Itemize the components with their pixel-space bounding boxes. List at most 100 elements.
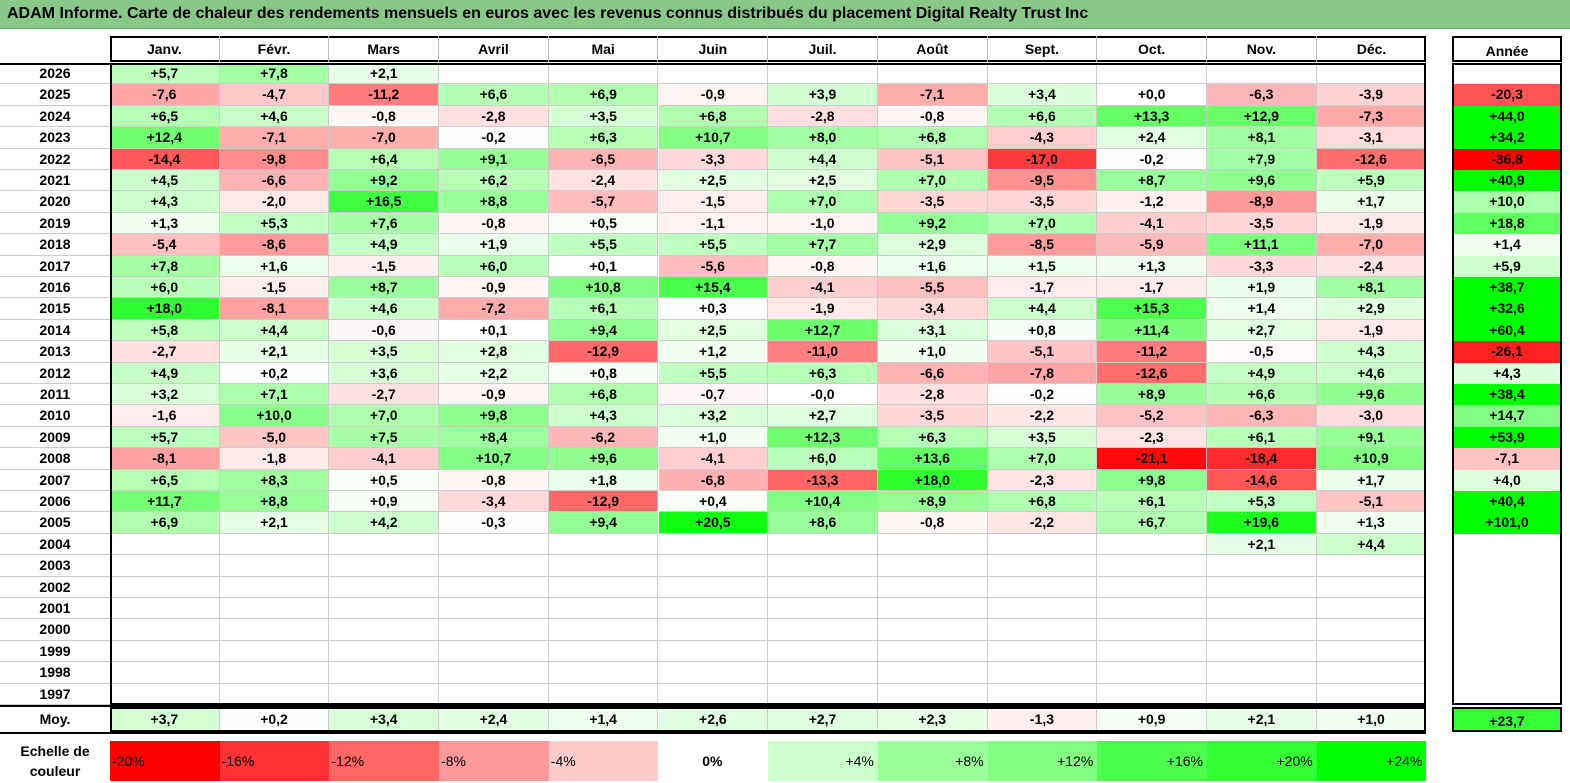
heatmap-cell: +6,1 [1207,426,1317,449]
annual-cell [1452,619,1562,641]
heatmap-cell: +10,4 [768,491,878,513]
year-label: 1997 [0,684,110,705]
heatmap-cell: -0,8 [439,212,549,235]
heatmap-cell [987,598,1098,620]
heatmap-cell: +1,6 [219,255,330,277]
heatmap-cell: +15,3 [1097,298,1207,320]
heatmap-cell [219,533,330,556]
heatmap-cell [877,662,988,684]
title-bar: ADAM Informe. Carte de chaleur des rende… [0,0,1570,29]
year-label: 2010 [0,405,110,427]
month-header: Janv. [110,36,220,62]
heatmap-cell [110,640,220,663]
heatmap-cell: +8,9 [877,491,988,513]
heatmap-cell: +9,8 [1097,469,1207,491]
heatmap-cell: -0,0 [768,384,878,406]
heatmap-cell [329,683,440,705]
heatmap-cell: -3,5 [987,191,1098,213]
heatmap-cell: -7,3 [1316,105,1427,128]
heatmap-cell: +3,5 [329,341,440,363]
heatmap-cell: +9,6 [1316,384,1427,406]
heatmap-cell: -12,9 [548,341,659,363]
heatmap-cell: +6,4 [329,148,440,170]
heatmap-cell: +6,6 [439,84,549,106]
heatmap-cell: -0,3 [439,512,549,534]
heatmap-cell: +6,7 [1097,512,1207,534]
heatmap-cell: +3,1 [877,319,988,342]
heatmap-cell: -21,1 [1097,448,1207,470]
heatmap-cell: -2,2 [987,512,1098,534]
heatmap-cell: +0,5 [329,469,440,491]
month-header: Juil. [768,36,878,62]
heatmap-cell: -7,8 [987,362,1098,384]
average-cell: +3,7 [110,707,220,732]
avg-bottom-line [0,732,1427,734]
year-label: 2013 [0,341,110,363]
heatmap-cell: +1,3 [1316,512,1427,534]
month-header: Août [878,36,988,62]
heatmap-cell: +7,5 [329,426,440,449]
heatmap-cell [768,640,878,663]
heatmap-cell [329,555,440,577]
heatmap-cell [548,619,659,641]
heatmap-cell: -2,0 [219,191,330,213]
annual-cell: +4,0 [1452,469,1562,491]
heatmap-cell: +11,4 [1097,319,1207,342]
heatmap-cell: +5,5 [658,362,769,384]
heatmap-cell: +7,0 [877,170,988,192]
heatmap-cell: +2,1 [1207,533,1317,556]
heatmap-cell: +18,0 [110,298,220,320]
heatmap-cell [987,576,1098,598]
heatmap-cell [1207,555,1317,577]
heatmap-cell: +0,3 [658,298,769,320]
heatmap-cell: +13,6 [877,448,988,470]
heatmap-cell: +3,5 [548,105,659,128]
heatmap-cell: +5,5 [658,234,769,256]
heatmap-cell [439,662,549,684]
heatmap-cell: -5,5 [877,277,988,299]
heatmap-cell: +5,3 [219,212,330,235]
heatmap-cell [877,598,988,620]
heatmap-cell [768,555,878,577]
heatmap-cell [1207,598,1317,620]
heatmap-cell: +4,4 [768,148,878,170]
annual-cell: +60,4 [1452,319,1562,342]
annual-cell: +18,8 [1452,212,1562,235]
heatmap-cell: -4,3 [987,127,1098,149]
heatmap-cell: +4,3 [110,191,220,213]
heatmap-cell: -12,9 [548,491,659,513]
heatmap-cell: +5,9 [1316,170,1427,192]
heatmap-cell: +6,2 [439,170,549,192]
heatmap-cell [768,576,878,598]
annual-cell: +44,0 [1452,105,1562,128]
annual-cell [1452,533,1562,556]
heatmap-cell: +4,9 [110,362,220,384]
year-label: 2004 [0,534,110,556]
heatmap-cell: -13,3 [768,469,878,491]
heatmap-cell: -3,5 [877,191,988,213]
heatmap-cell [1207,619,1317,641]
heatmap-cell: +4,3 [548,405,659,427]
heatmap-cell: +6,3 [548,127,659,149]
heatmap-cell: +6,3 [768,362,878,384]
heatmap-cell: +6,6 [987,105,1098,128]
heatmap-cell: -1,6 [110,405,220,427]
heatmap-cell: -11,0 [768,341,878,363]
scale-swatch: -20% [110,741,220,781]
heatmap-cell: -1,5 [658,191,769,213]
heatmap-cell: +4,9 [1207,362,1317,384]
heatmap-cell: -2,4 [1316,255,1427,277]
annual-cell: +10,0 [1452,191,1562,213]
heatmap-cell: +7,6 [329,212,440,235]
year-label: 2016 [0,277,110,299]
heatmap-cell: +7,8 [219,63,330,85]
heatmap-cell [1097,598,1207,620]
heatmap-cell [439,640,549,663]
heatmap-cell: +7,7 [768,234,878,256]
heatmap-cell [548,533,659,556]
heatmap-cell [219,683,330,705]
heatmap-cell [110,619,220,641]
heatmap-cell: +2,9 [1316,298,1427,320]
heatmap-cell: +8,6 [768,512,878,534]
heatmap-cell: +2,4 [1097,127,1207,149]
